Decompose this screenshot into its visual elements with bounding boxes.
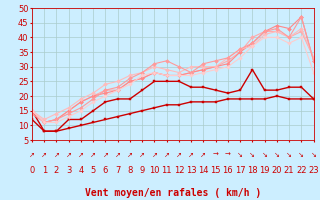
Text: ↘: ↘	[237, 152, 243, 158]
Text: 20: 20	[272, 166, 282, 175]
Text: ↘: ↘	[286, 152, 292, 158]
Text: 16: 16	[223, 166, 233, 175]
Text: ↘: ↘	[250, 152, 255, 158]
Text: 11: 11	[161, 166, 172, 175]
Text: ↗: ↗	[200, 152, 206, 158]
Text: 3: 3	[66, 166, 71, 175]
Text: →: →	[213, 152, 219, 158]
Text: ↗: ↗	[151, 152, 157, 158]
Text: ↘: ↘	[311, 152, 316, 158]
Text: 12: 12	[174, 166, 184, 175]
Text: ↗: ↗	[139, 152, 145, 158]
Text: ↗: ↗	[66, 152, 72, 158]
Text: 1: 1	[42, 166, 47, 175]
Text: ↗: ↗	[164, 152, 170, 158]
Text: 15: 15	[211, 166, 221, 175]
Text: ↗: ↗	[102, 152, 108, 158]
Text: →: →	[225, 152, 231, 158]
Text: ↗: ↗	[29, 152, 35, 158]
Text: 18: 18	[247, 166, 258, 175]
Text: 7: 7	[115, 166, 120, 175]
Text: ↗: ↗	[127, 152, 133, 158]
Text: ↗: ↗	[176, 152, 182, 158]
Text: Vent moyen/en rafales ( km/h ): Vent moyen/en rafales ( km/h )	[85, 188, 261, 198]
Text: 14: 14	[198, 166, 209, 175]
Text: ↗: ↗	[115, 152, 121, 158]
Text: 2: 2	[54, 166, 59, 175]
Text: 6: 6	[103, 166, 108, 175]
Text: 17: 17	[235, 166, 245, 175]
Text: ↗: ↗	[53, 152, 60, 158]
Text: 9: 9	[140, 166, 145, 175]
Text: ↘: ↘	[299, 152, 304, 158]
Text: ↘: ↘	[274, 152, 280, 158]
Text: 13: 13	[186, 166, 196, 175]
Text: ↗: ↗	[78, 152, 84, 158]
Text: ↗: ↗	[41, 152, 47, 158]
Text: 4: 4	[78, 166, 84, 175]
Text: 19: 19	[260, 166, 270, 175]
Text: 23: 23	[308, 166, 319, 175]
Text: 8: 8	[127, 166, 132, 175]
Text: 10: 10	[149, 166, 160, 175]
Text: 22: 22	[296, 166, 307, 175]
Text: 5: 5	[91, 166, 96, 175]
Text: 0: 0	[29, 166, 35, 175]
Text: 21: 21	[284, 166, 294, 175]
Text: ↗: ↗	[188, 152, 194, 158]
Text: ↘: ↘	[262, 152, 268, 158]
Text: ↗: ↗	[90, 152, 96, 158]
